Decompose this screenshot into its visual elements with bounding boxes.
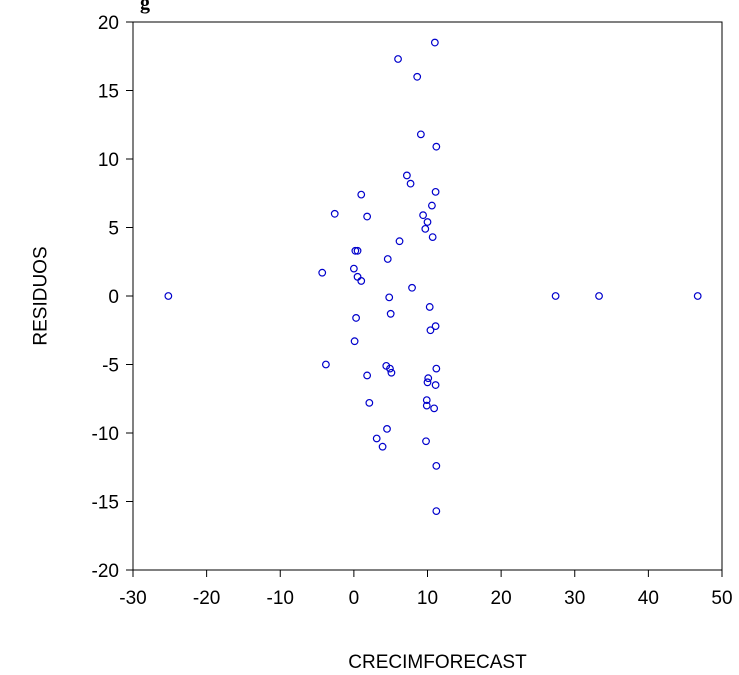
data-point <box>422 437 430 446</box>
plot-frame <box>132 21 723 571</box>
data-point <box>383 255 392 263</box>
x-tick-label: 40 <box>638 588 659 609</box>
x-tick-label: -20 <box>193 588 220 609</box>
data-point <box>423 378 432 387</box>
data-point <box>432 507 441 515</box>
data-point <box>378 442 387 451</box>
data-point <box>430 404 439 413</box>
page-title-fragment: g <box>140 0 150 14</box>
data-point <box>353 272 362 281</box>
data-point <box>432 142 441 151</box>
x-tick-label: -10 <box>267 588 294 609</box>
data-point <box>406 179 415 188</box>
data-point <box>432 364 441 373</box>
data-point <box>422 396 431 405</box>
y-tick-label: 15 <box>98 82 119 103</box>
data-point <box>349 264 358 273</box>
data-point <box>164 292 173 300</box>
data-point <box>383 424 391 433</box>
data-point <box>428 201 436 210</box>
data-point <box>431 322 440 331</box>
data-point <box>421 224 430 233</box>
data-point <box>363 212 372 221</box>
data-point <box>426 326 435 335</box>
x-tick-label: 0 <box>349 588 360 609</box>
data-point <box>353 246 362 255</box>
data-point <box>330 209 339 218</box>
y-tick-label: -20 <box>92 561 119 582</box>
data-point <box>425 303 434 311</box>
data-point <box>413 72 422 81</box>
data-point <box>350 337 359 346</box>
x-tick-label: 20 <box>491 588 512 609</box>
data-point <box>428 233 437 241</box>
data-point <box>419 211 427 220</box>
data-point <box>363 371 372 380</box>
data-point <box>432 461 441 470</box>
data-point <box>372 434 381 443</box>
data-point <box>595 292 603 300</box>
data-point <box>423 218 432 226</box>
data-point <box>351 246 360 255</box>
data-point <box>402 171 411 180</box>
y-axis-title: RESIDUOS <box>31 246 52 345</box>
y-tick-label: 10 <box>98 150 119 171</box>
y-tick-label: 20 <box>98 13 119 34</box>
data-point <box>408 283 416 292</box>
data-point <box>395 237 404 246</box>
data-point <box>431 381 440 389</box>
x-tick-label: -30 <box>119 588 146 609</box>
data-point <box>416 130 425 139</box>
y-tick-label: 0 <box>108 287 119 308</box>
data-point <box>551 292 560 300</box>
data-point <box>424 374 433 383</box>
data-point <box>357 277 366 285</box>
data-point <box>431 187 440 196</box>
x-tick-label: 50 <box>711 588 732 609</box>
data-points <box>164 38 702 515</box>
data-point <box>321 360 330 369</box>
data-point <box>386 309 395 318</box>
data-point <box>386 364 394 373</box>
data-point <box>430 38 439 47</box>
data-point <box>422 401 431 410</box>
data-point <box>693 292 702 300</box>
y-tick-label: -10 <box>92 424 119 445</box>
y-tick-label: 5 <box>108 219 119 240</box>
y-tick-label: -15 <box>92 493 119 514</box>
data-point <box>352 314 360 322</box>
data-point <box>394 55 402 63</box>
x-axis-title: CRECIMFORECAST <box>348 652 527 673</box>
data-point <box>318 268 327 277</box>
data-point <box>385 293 394 302</box>
data-point <box>365 398 374 407</box>
y-tick-label: -5 <box>102 356 119 377</box>
data-point <box>357 190 366 199</box>
x-tick-label: 10 <box>417 588 438 609</box>
x-tick-label: 30 <box>564 588 585 609</box>
data-point <box>387 368 396 377</box>
